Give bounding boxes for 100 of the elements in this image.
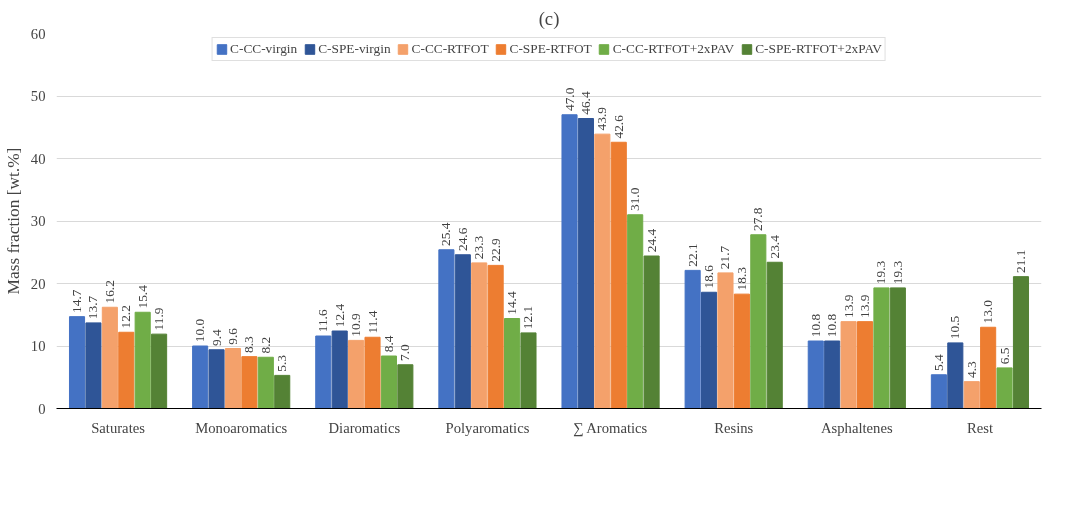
data-label: 12.4: [331, 303, 347, 328]
bar: [274, 374, 291, 409]
bar: [364, 336, 381, 409]
bar: [151, 333, 168, 409]
data-label: 22.1: [684, 243, 700, 267]
data-label: 46.4: [577, 91, 593, 115]
data-label: 24.4: [643, 228, 659, 253]
data-label: 19.3: [873, 260, 889, 285]
data-label: 47.0: [561, 87, 577, 111]
data-label: 11.4: [364, 310, 380, 334]
data-label: 21.1: [1012, 249, 1028, 273]
chart-title: (c): [538, 7, 560, 30]
x-tick-label: Diaromatics: [328, 419, 401, 436]
bar: [331, 330, 348, 409]
y-tick-label: 30: [30, 213, 46, 229]
bar: [1012, 276, 1030, 409]
data-label: 19.3: [889, 260, 905, 285]
y-tick-label: 20: [30, 275, 46, 292]
bar: [561, 114, 578, 409]
bar: [717, 272, 734, 409]
bar: [471, 262, 488, 409]
data-label: 9.6: [224, 327, 240, 345]
data-label: 11.9: [151, 307, 167, 331]
data-label: 13.0: [980, 299, 996, 324]
bar: [733, 293, 750, 409]
data-label: 7.0: [397, 344, 413, 361]
data-label: 24.6: [454, 227, 470, 251]
bar: [889, 287, 906, 409]
bar: [627, 214, 644, 409]
data-label: 10.8: [824, 313, 840, 338]
bar: [208, 349, 225, 409]
data-label: 12.1: [520, 305, 536, 330]
bar: [454, 254, 471, 409]
x-tick-label: Polyaromatics: [445, 419, 530, 436]
bar: [397, 364, 414, 409]
legend-label: C-CC-RTFOT: [411, 41, 489, 57]
data-label: 13.9: [840, 294, 856, 318]
data-label: 25.4: [438, 222, 454, 246]
bar: [438, 249, 455, 409]
y-tick-label: 60: [30, 25, 46, 42]
bar: [348, 339, 365, 409]
x-tick-label: ∑ Aromatics: [572, 419, 648, 437]
bar: [224, 348, 242, 409]
bar: [750, 234, 767, 409]
bar: [873, 287, 890, 409]
x-tick-label: Monoaromatics: [195, 419, 288, 436]
legend-label: C-SPE-virgin: [318, 41, 391, 57]
bar: [856, 321, 874, 409]
x-tick-label: Asphaltenes: [820, 419, 893, 436]
bar: [118, 331, 135, 409]
data-label: 14.7: [69, 289, 85, 313]
y-tick-label: 40: [30, 150, 46, 167]
bar: [487, 264, 504, 409]
data-label: 8.2: [257, 336, 273, 354]
y-tick-label: 50: [30, 88, 46, 104]
bar: [68, 316, 86, 409]
data-label: 23.4: [766, 234, 782, 259]
data-label: 23.3: [471, 235, 487, 260]
legend-label: C-SPE-RTFOT+2xPAV: [755, 41, 882, 57]
bar: [610, 141, 627, 409]
data-label: 12.2: [118, 305, 134, 329]
data-label: 9.4: [208, 329, 224, 346]
bar: [930, 374, 947, 409]
bar: [980, 326, 997, 409]
bar: [241, 356, 258, 409]
data-label: 43.9: [594, 106, 610, 131]
x-tick-label: Resins: [714, 419, 754, 436]
bar: [380, 355, 397, 409]
y-axis-title: Mass fraction [wt.%]: [3, 147, 23, 295]
legend-label: C-CC-virgin: [230, 41, 298, 57]
bar: [963, 381, 980, 409]
bar: [594, 133, 611, 409]
bar: [315, 335, 332, 409]
data-label: 18.3: [733, 266, 749, 291]
data-label: 13.9: [857, 294, 873, 318]
bar: [134, 311, 151, 409]
bar: [192, 345, 209, 409]
data-label: 21.7: [717, 245, 733, 270]
data-label: 10.5: [947, 315, 963, 340]
bar: [504, 318, 521, 409]
bar: [684, 269, 701, 409]
bar: [947, 342, 964, 409]
bar: [520, 332, 537, 409]
bar: [824, 340, 841, 409]
data-label: 10.9: [348, 312, 364, 337]
data-label: 10.0: [192, 318, 208, 343]
legend-label: C-CC-RTFOT+2xPAV: [612, 41, 735, 57]
bar: [577, 118, 594, 409]
data-label: 18.6: [701, 264, 717, 289]
bar: [643, 255, 660, 409]
bar: [257, 356, 274, 409]
bar: [101, 306, 118, 409]
data-label: 5.4: [930, 354, 946, 371]
data-label: 10.8: [807, 313, 823, 338]
bar: [807, 340, 824, 409]
data-label: 8.3: [241, 335, 257, 353]
bar: [996, 367, 1013, 409]
y-tick-label: 10: [30, 338, 46, 354]
bar: [701, 291, 718, 409]
data-label: 4.3: [963, 360, 979, 378]
